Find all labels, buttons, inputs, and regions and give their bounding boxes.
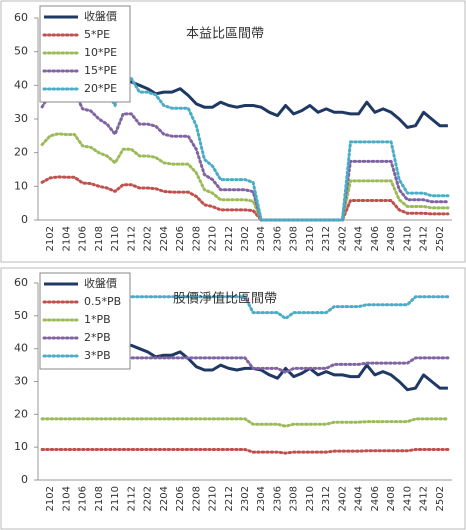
y-tick-label: 60 <box>14 11 28 24</box>
x-tick-label: 2104 <box>61 226 72 251</box>
series-line <box>40 448 450 455</box>
series-line <box>40 417 450 428</box>
legend-label: 15*PE <box>84 64 117 77</box>
x-tick-label: 2102 <box>45 226 56 251</box>
legend-label: 0.5*PB <box>84 295 121 308</box>
x-tick-label: 2104 <box>61 486 72 511</box>
y-tick-label: 30 <box>14 375 28 388</box>
x-tick-label: 2110 <box>110 486 121 511</box>
x-tick-label: 2202 <box>143 486 154 511</box>
x-tick-label: 2412 <box>419 226 430 251</box>
y-tick-label: 50 <box>14 45 28 58</box>
x-tick-label: 2306 <box>272 226 283 251</box>
x-tick-label: 2412 <box>419 486 430 511</box>
x-tick-label: 2502 <box>435 226 446 251</box>
chart-title: 股價淨值比區間帶 <box>173 291 277 307</box>
x-tick-label: 2208 <box>191 226 202 251</box>
x-tick-label: 2102 <box>45 486 56 511</box>
legend-label: 1*PB <box>84 313 111 326</box>
x-tick-label: 2404 <box>354 226 365 251</box>
x-tick-label: 2204 <box>159 226 170 251</box>
x-tick-label: 2206 <box>175 486 186 511</box>
y-tick-label: 0 <box>21 473 28 486</box>
legend-label: 2*PB <box>84 331 111 344</box>
y-tick-label: 40 <box>14 342 28 355</box>
y-tick-label: 20 <box>14 146 28 159</box>
series-line <box>40 132 450 222</box>
x-tick-label: 2106 <box>78 486 89 511</box>
legend-label: 10*PE <box>84 46 117 59</box>
x-tick-label: 2208 <box>191 486 202 511</box>
legend-label: 20*PE <box>84 82 117 95</box>
x-tick-label: 2406 <box>370 486 381 511</box>
legend-label: 收盤價 <box>84 276 117 290</box>
x-tick-label: 2310 <box>305 226 316 251</box>
x-tick-label: 2408 <box>386 226 397 251</box>
x-tick-label: 2406 <box>370 226 381 251</box>
x-tick-label: 2410 <box>402 226 413 251</box>
x-tick-label: 2402 <box>337 226 348 251</box>
x-tick-label: 2108 <box>94 226 105 251</box>
y-tick-label: 30 <box>14 112 28 125</box>
x-tick-label: 2404 <box>354 486 365 511</box>
x-tick-label: 2402 <box>337 486 348 511</box>
series-line <box>40 89 450 222</box>
x-tick-label: 2206 <box>175 226 186 251</box>
x-tick-label: 2108 <box>94 486 105 511</box>
x-tick-label: 2308 <box>289 226 300 251</box>
x-tick-label: 2210 <box>208 226 219 251</box>
x-tick-label: 2212 <box>224 486 235 511</box>
x-tick-label: 2410 <box>402 486 413 511</box>
x-tick-label: 2306 <box>272 486 283 511</box>
x-tick-label: 2408 <box>386 486 397 511</box>
x-tick-label: 2112 <box>126 486 137 511</box>
x-tick-label: 2310 <box>305 486 316 511</box>
x-tick-label: 2110 <box>110 226 121 251</box>
x-tick-label: 2308 <box>289 486 300 511</box>
chart-title: 本益比區間帶 <box>186 27 264 42</box>
y-tick-label: 10 <box>14 179 28 192</box>
x-tick-label: 2212 <box>224 226 235 251</box>
x-tick-label: 2112 <box>126 226 137 251</box>
x-tick-label: 2312 <box>321 486 332 511</box>
x-tick-label: 2502 <box>435 486 446 511</box>
x-tick-label: 2302 <box>240 226 251 251</box>
legend-label: 收盤價 <box>84 9 117 23</box>
y-tick-label: 10 <box>14 440 28 453</box>
y-tick-label: 40 <box>14 78 28 91</box>
x-tick-label: 2304 <box>256 226 267 251</box>
y-tick-label: 20 <box>14 407 28 420</box>
x-tick-label: 2312 <box>321 226 332 251</box>
x-tick-label: 2204 <box>159 486 170 511</box>
legend-label: 3*PB <box>84 349 111 362</box>
y-tick-label: 0 <box>21 213 28 226</box>
y-tick-label: 50 <box>14 309 28 322</box>
x-tick-label: 2210 <box>208 486 219 511</box>
series-line <box>40 175 450 222</box>
legend-label: 5*PE <box>84 28 110 41</box>
x-tick-label: 2302 <box>240 486 251 511</box>
x-tick-label: 2304 <box>256 486 267 511</box>
y-tick-label: 60 <box>14 276 28 289</box>
x-tick-label: 2202 <box>143 226 154 251</box>
x-tick-label: 2106 <box>78 226 89 251</box>
